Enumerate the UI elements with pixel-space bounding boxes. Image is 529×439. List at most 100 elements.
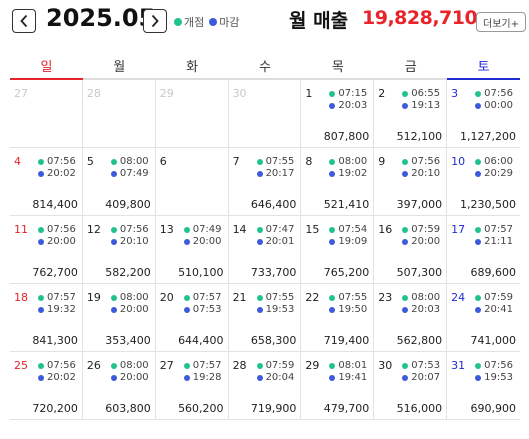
day-number: 16: [378, 223, 393, 236]
calendar-day-cell[interactable]: 18 07:57 19:32 841,300: [10, 284, 83, 352]
calendar-day-cell[interactable]: 11 07:56 20:00 762,700: [10, 216, 83, 284]
open-close-times: 07:59 20:41: [475, 292, 513, 316]
open-dot-icon: [110, 363, 117, 369]
calendar-day-cell[interactable]: 21 07:55 19:53 658,300: [228, 284, 302, 352]
calendar-day-cell[interactable]: 15 07:54 19:09 765,200: [301, 216, 375, 284]
calendar-day-cell[interactable]: 7 07:55 20:17 646,400: [228, 148, 302, 216]
daily-sales: 562,800: [396, 334, 443, 347]
calendar-day-cell[interactable]: 19 08:00 20:00 353,400: [82, 284, 156, 352]
close-dot-icon: [110, 171, 117, 177]
calendar-day-cell[interactable]: 14 07:47 20:01 733,700: [228, 216, 302, 284]
calendar-day-cell[interactable]: 10 06:00 20:29 1,230,500: [447, 148, 520, 216]
open-dot-icon: [256, 227, 263, 233]
open-time: 07:56: [119, 224, 149, 235]
calendar-day-cell[interactable]: 17 07:57 21:11 689,600: [447, 216, 520, 284]
close-time-row: 20:03: [402, 304, 440, 316]
daily-sales: 603,800: [105, 402, 151, 415]
close-time: 20:00: [119, 304, 149, 315]
calendar-day-cell[interactable]: 3 07:56 00:00 1,127,200: [447, 80, 520, 148]
calendar-day-cell[interactable]: 30: [228, 80, 302, 148]
calendar-day-cell[interactable]: 28: [82, 80, 156, 148]
open-time: 08:00: [411, 292, 441, 303]
close-dot-icon: [402, 375, 409, 381]
close-dot-icon: [402, 171, 409, 177]
day-number: 10: [451, 155, 466, 168]
calendar-day-cell[interactable]: 12 07:56 20:10 582,200: [82, 216, 156, 284]
open-dot-icon: [38, 159, 44, 165]
calendar-day-cell[interactable]: 25 07:56 20:02 720,200: [10, 352, 83, 420]
close-time-row: 20:02: [38, 372, 76, 384]
weekday-label: 수: [228, 58, 302, 80]
day-number: 24: [451, 291, 466, 304]
calendar-day-cell[interactable]: 6: [155, 148, 229, 216]
calendar-day-cell[interactable]: 1 07:15 20:03 807,800: [301, 80, 375, 148]
open-time-row: 06:55: [402, 88, 440, 100]
daily-sales: 521,410: [323, 198, 370, 211]
calendar-day-cell[interactable]: 24 07:59 20:41 741,000: [447, 284, 520, 352]
open-time-row: 08:00: [329, 156, 367, 168]
open-time-row: 07:57: [38, 292, 76, 304]
close-time-row: 20:03: [329, 100, 367, 112]
open-dot-icon: [183, 295, 190, 301]
open-time-row: 07:59: [256, 360, 294, 372]
open-dot-icon: [402, 227, 409, 233]
open-time: 07:55: [338, 292, 368, 303]
close-time-row: 20:04: [256, 372, 294, 384]
calendar-day-cell[interactable]: 2 06:55 19:13 512,100: [374, 80, 448, 148]
close-time: 20:02: [47, 168, 76, 179]
close-time-row: 20:07: [402, 372, 440, 384]
close-time: 21:11: [484, 236, 513, 247]
prev-month-button[interactable]: [12, 9, 36, 33]
day-number: 23: [378, 291, 393, 304]
open-close-times: 07:56 20:00: [38, 224, 76, 248]
open-time-row: 07:56: [38, 360, 76, 372]
calendar-day-cell[interactable]: 27: [10, 80, 83, 148]
close-time-row: 20:17: [256, 168, 294, 180]
daily-sales: 1,127,200: [460, 130, 516, 143]
more-button[interactable]: 더보기+: [476, 12, 526, 32]
open-time: 07:56: [47, 156, 76, 167]
close-time: 20:00: [47, 236, 76, 247]
calendar-day-cell[interactable]: 26 08:00 20:00 603,800: [82, 352, 156, 420]
calendar-day-cell[interactable]: 29 08:01 19:41 479,700: [301, 352, 375, 420]
close-dot-icon: [329, 239, 336, 245]
calendar-day-cell[interactable]: 9 07:56 20:10 397,000: [374, 148, 448, 216]
calendar-day-cell[interactable]: 29: [155, 80, 229, 148]
calendar-day-cell[interactable]: 20 07:57 07:53 644,400: [155, 284, 229, 352]
open-time-row: 08:00: [110, 360, 149, 372]
open-dot-icon: [38, 227, 44, 233]
calendar-day-cell[interactable]: 4 07:56 20:02 814,400: [10, 148, 83, 216]
open-time-row: 07:56: [475, 88, 513, 100]
daily-sales: 516,000: [396, 402, 443, 415]
daily-sales: 807,800: [323, 130, 370, 143]
calendar-day-cell[interactable]: 31 07:56 19:53 690,900: [447, 352, 520, 420]
open-close-times: 07:56 19:53: [475, 360, 513, 384]
open-dot-icon: [402, 91, 409, 97]
open-dot-icon: [402, 295, 409, 301]
open-time-row: 07:57: [183, 292, 222, 304]
close-dot-icon: [475, 375, 482, 381]
calendar-day-cell[interactable]: 30 07:53 20:07 516,000: [374, 352, 448, 420]
open-close-times: 07:59 20:04: [256, 360, 294, 384]
calendar-day-cell[interactable]: 27 07:57 19:28 560,200: [155, 352, 229, 420]
close-time-row: 20:01: [256, 236, 294, 248]
calendar-day-cell[interactable]: 28 07:59 20:04 719,900: [228, 352, 302, 420]
close-dot-icon: [475, 103, 482, 109]
calendar-day-cell[interactable]: 8 08:00 19:02 521,410: [301, 148, 375, 216]
close-time: 19:53: [265, 304, 295, 315]
day-number: 2: [378, 87, 386, 100]
open-close-times: 07:49 20:00: [183, 224, 222, 248]
open-close-times: 07:15 20:03: [329, 88, 367, 112]
calendar-day-cell[interactable]: 23 08:00 20:03 562,800: [374, 284, 448, 352]
calendar-day-cell[interactable]: 16 07:59 20:00 507,300: [374, 216, 448, 284]
next-month-button[interactable]: [143, 9, 167, 33]
calendar-day-cell[interactable]: 5 08:00 07:49 409,800: [82, 148, 156, 216]
calendar-day-cell[interactable]: 22 07:55 19:50 719,400: [301, 284, 375, 352]
day-number: 7: [232, 155, 240, 168]
day-number: 17: [451, 223, 466, 236]
open-close-times: 07:57 07:53: [183, 292, 222, 316]
open-time: 07:59: [411, 224, 441, 235]
close-dot-icon: [256, 239, 263, 245]
calendar-day-cell[interactable]: 13 07:49 20:00 510,100: [155, 216, 229, 284]
day-number: 21: [232, 291, 247, 304]
